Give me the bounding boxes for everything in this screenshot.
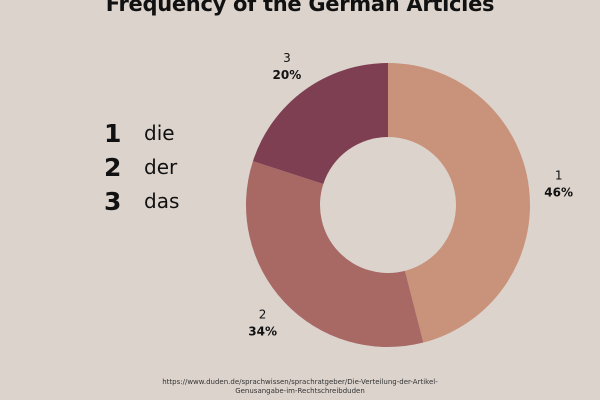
source-line-2: Genusangabe-im-Rechtschreibduden bbox=[235, 387, 365, 395]
source-note: https://www.duden.de/sprachwissen/sprach… bbox=[0, 378, 600, 396]
slice-category-label: 1 bbox=[555, 168, 563, 182]
slice-label-1: 146% bbox=[544, 168, 573, 199]
legend-word: die bbox=[144, 121, 175, 145]
slice-category-label: 3 bbox=[283, 51, 291, 65]
legend-item-3: 3 das bbox=[104, 184, 179, 218]
slice-value-label: 46% bbox=[544, 185, 573, 199]
slice-label-3: 320% bbox=[273, 51, 302, 82]
legend-item-2: 2 der bbox=[104, 150, 179, 184]
legend-word: das bbox=[144, 189, 180, 213]
legend-number: 2 bbox=[104, 152, 122, 182]
slice-value-label: 20% bbox=[273, 68, 302, 82]
donut-slice-3 bbox=[252, 63, 388, 184]
slice-category-label: 2 bbox=[259, 308, 267, 322]
slice-label-2: 234% bbox=[248, 308, 277, 339]
source-line-1: https://www.duden.de/sprachwissen/sprach… bbox=[162, 378, 438, 386]
donut-slice-2 bbox=[246, 161, 424, 347]
legend-word: der bbox=[144, 155, 178, 179]
legend-number: 1 bbox=[104, 118, 122, 148]
legend-number: 3 bbox=[104, 186, 122, 216]
chart-title: Frequency of the German Articles bbox=[105, 0, 495, 16]
legend-item-1: 1 die bbox=[104, 116, 179, 150]
slice-value-label: 34% bbox=[248, 325, 277, 339]
donut-slice-1 bbox=[388, 63, 531, 343]
legend: 1 die 2 der 3 das bbox=[104, 116, 179, 218]
